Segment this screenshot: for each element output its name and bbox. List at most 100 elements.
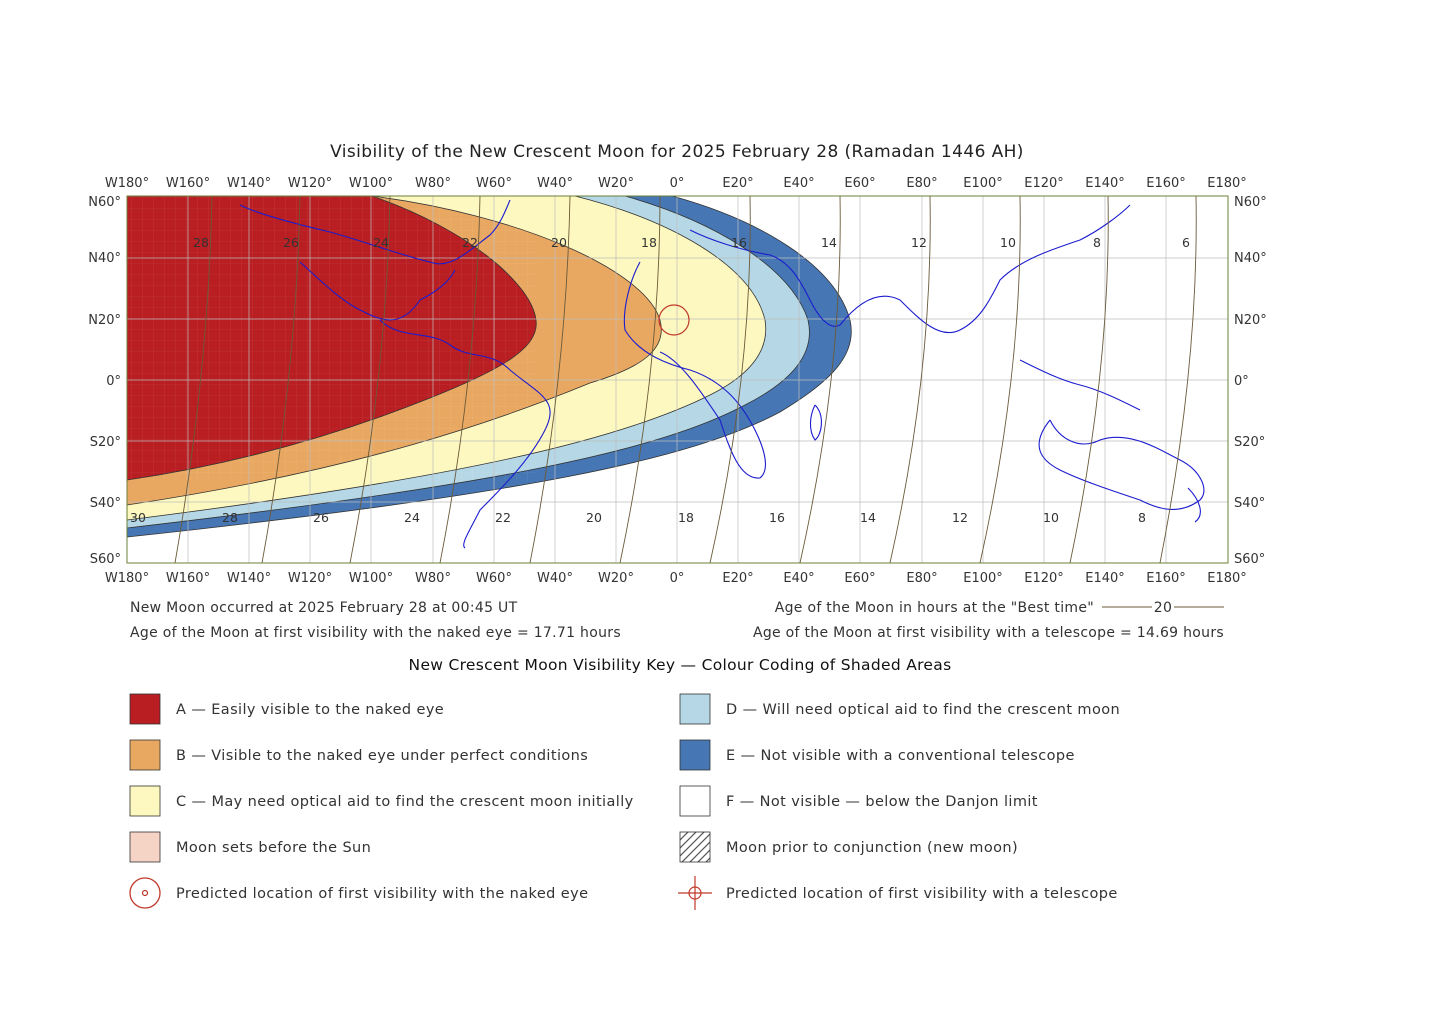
age-label-south: 12 [952,510,968,525]
key-label-f: F — Not visible — below the Danjon limit [726,794,1038,810]
lon-label-top: E40° [783,176,814,191]
lon-label-top: W100° [349,176,393,191]
longitude-labels-bottom: W180° W160° W140° W120° W100° W80° W60° … [105,571,1247,586]
visibility-map [127,196,1228,563]
lat-label-left: N40° [88,251,121,266]
key-swatch-moonset [129,831,161,863]
lon-label-bottom: W140° [227,571,271,586]
lon-label-top: E120° [1024,176,1064,191]
lat-label-right: S20° [1234,435,1265,450]
key-label-moonset: Moon sets before the Sun [176,840,371,856]
key-title: New Crescent Moon Visibility Key — Colou… [409,656,952,674]
age-telescope-info: Age of the Moon at first visibility with… [753,625,1224,641]
lat-label-left: S40° [90,496,121,511]
naked-eye-first-visibility-marker [658,304,690,336]
lon-label-top: E160° [1146,176,1186,191]
lat-label-left: N60° [88,195,121,210]
lon-label-bottom: E120° [1024,571,1064,586]
key-label-b: B — Visible to the naked eye under perfe… [176,748,588,764]
lon-label-top: W180° [105,176,149,191]
age-label-north: 12 [911,235,927,250]
map-frame [126,195,1229,564]
key-swatch-c [129,785,161,817]
age-label-north: 18 [641,235,657,250]
age-label-north: 28 [193,235,209,250]
lon-label-bottom: W180° [105,571,149,586]
lon-label-top: E180° [1207,176,1247,191]
new-moon-info: New Moon occurred at 2025 February 28 at… [130,600,518,616]
lon-label-bottom: W120° [288,571,332,586]
age-legend-sample: 20 [1102,600,1224,616]
lon-label-top: W60° [476,176,512,191]
lat-label-left: S60° [90,552,121,567]
lon-label-top: W120° [288,176,332,191]
age-label-south: 8 [1138,510,1146,525]
lon-label-bottom: E60° [844,571,875,586]
age-label-north: 14 [821,235,837,250]
key-left-column: A — Easily visible to the naked eye B — … [129,693,634,909]
longitude-labels-top: W180° W160° W140° W120° W100° W80° W60° … [105,176,1247,191]
lon-label-bottom: W80° [415,571,451,586]
key-label-a: A — Easily visible to the naked eye [176,702,444,718]
lon-label-bottom: W160° [166,571,210,586]
lon-label-bottom: 0° [670,571,685,586]
lon-label-top: E100° [963,176,1003,191]
lon-label-top: W80° [415,176,451,191]
lon-label-bottom: E40° [783,571,814,586]
age-label-south: 22 [495,510,511,525]
age-label-north: 8 [1093,235,1101,250]
lat-label-right: 0° [1234,374,1249,389]
lon-label-bottom: E100° [963,571,1003,586]
lon-label-bottom: W20° [598,571,634,586]
chart-title: Visibility of the New Crescent Moon for … [330,142,1024,162]
lat-label-right: N20° [1234,313,1267,328]
lon-label-top: W20° [598,176,634,191]
lon-label-top: E20° [722,176,753,191]
key-swatch-f [679,785,711,817]
lat-label-right: N40° [1234,251,1267,266]
key-swatch-a [129,693,161,725]
age-label-north: 16 [731,235,747,250]
lon-label-top: E140° [1085,176,1125,191]
key-label-conjunction: Moon prior to conjunction (new moon) [726,840,1018,856]
key-label-c: C — May need optical aid to find the cre… [176,794,634,810]
age-label-north: 6 [1182,235,1190,250]
age-label-south: 28 [222,510,238,525]
lon-label-bottom: E80° [906,571,937,586]
age-label-south: 10 [1043,510,1059,525]
graticule [127,196,1228,563]
naked-eye-marker-icon [129,877,161,909]
age-label-north: 22 [462,235,478,250]
lat-label-right: S60° [1234,552,1265,567]
key-label-telescope-location: Predicted location of first visibility w… [726,886,1118,902]
key-label-e: E — Not visible with a conventional tele… [726,748,1075,764]
key-swatch-conjunction-hatch [679,831,711,863]
latitude-labels-left: N60° N40° N20° 0° S20° S40° S60° [88,195,121,567]
latitude-labels-right: N60° N40° N20° 0° S20° S40° S60° [1234,195,1267,567]
lon-label-top: 0° [670,176,685,191]
lon-label-bottom: E180° [1207,571,1247,586]
lon-label-top: W140° [227,176,271,191]
key-right-column: D — Will need optical aid to find the cr… [678,693,1120,910]
age-label-north: 10 [1000,235,1016,250]
age-label-south: 20 [586,510,602,525]
age-label-south: 30 [130,510,146,525]
lon-label-bottom: W40° [537,571,573,586]
lon-label-bottom: W60° [476,571,512,586]
age-labels-south: 30 28 26 24 22 20 18 16 14 12 10 8 [130,510,1146,525]
lat-label-left: 0° [106,374,121,389]
key-swatch-d [679,693,711,725]
age-legend-sample-value: 20 [1154,600,1172,616]
lon-label-bottom: W100° [349,571,393,586]
age-label-south: 24 [404,510,420,525]
age-label-north: 20 [551,235,567,250]
age-label-south: 26 [313,510,329,525]
lon-label-top: E80° [906,176,937,191]
age-contours [174,196,1197,563]
key-label-naked-eye-location: Predicted location of first visibility w… [176,886,588,902]
lon-label-top: E60° [844,176,875,191]
lon-label-top: W40° [537,176,573,191]
age-labels-north: 28 26 24 22 20 18 16 14 12 10 8 6 [193,235,1190,250]
age-label-south: 14 [860,510,876,525]
key-swatch-e [679,739,711,771]
